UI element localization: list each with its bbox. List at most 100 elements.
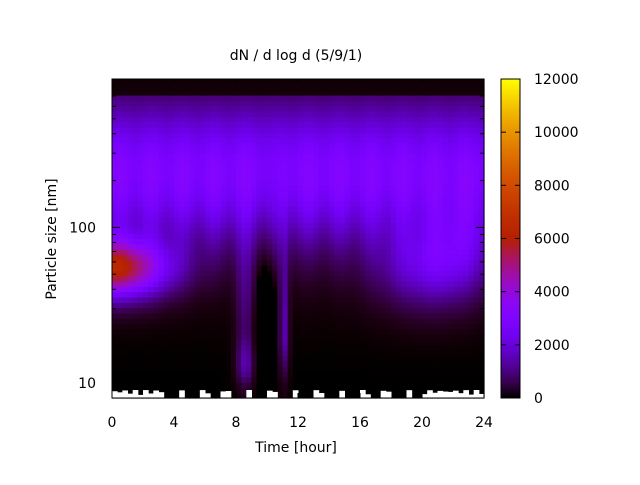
heatmap-cell [137,121,144,128]
heatmap-cell [261,281,268,287]
heatmap-cell [287,334,294,341]
heatmap-cell [442,126,449,133]
heatmap-cell [427,126,433,133]
heatmap-cell [163,84,170,91]
heatmap-cell [112,249,118,256]
heatmap-cell [261,89,268,96]
heatmap-cell [380,270,387,277]
heatmap-cell [473,217,480,224]
heatmap-cell [272,169,278,176]
heatmap-cell [468,291,475,298]
heatmap-cell [365,201,371,208]
heatmap-cell [184,153,191,160]
heatmap-cell [199,142,206,149]
heatmap-cell [437,121,444,128]
heatmap-cell [396,89,402,96]
heatmap-cell [236,164,242,170]
heatmap-cell [298,275,304,282]
heatmap-cell [272,254,278,261]
heatmap-cell [220,382,227,388]
heatmap-cell [463,382,470,388]
heatmap-cell [339,89,346,96]
heatmap-cell [406,281,413,287]
heatmap-cell [112,323,118,330]
heatmap-cell [391,201,397,208]
heatmap-cell [308,169,315,176]
heatmap-cell [230,254,237,261]
heatmap-cell [292,195,299,202]
heatmap-cell [127,259,134,266]
heatmap-cell [478,164,485,170]
heatmap-cell [163,249,170,256]
heatmap-cell [453,334,459,341]
heatmap-cell [463,174,470,181]
heatmap-cell [230,164,237,170]
heatmap-cell [453,312,459,319]
heatmap-cell [380,201,387,208]
heatmap-cell [174,137,180,144]
heatmap-cell [416,328,423,335]
heatmap-cell [478,132,485,139]
heatmap-cell [437,318,444,325]
heatmap-cell [396,355,402,362]
heatmap-cell [272,126,278,133]
heatmap-cell [272,233,278,240]
heatmap-cell [427,243,433,250]
heatmap-cell [137,174,144,181]
heatmap-cell [339,206,346,213]
heatmap-cell [189,222,196,229]
heatmap-cell [132,180,139,186]
heatmap-cell [282,328,289,335]
heatmap-cell [112,307,118,314]
heatmap-cell [396,174,402,181]
heatmap-cell [194,121,201,128]
heatmap-cell [458,121,464,128]
heatmap-cell [473,275,480,282]
heatmap-cell [220,302,227,309]
heatmap-cell [174,174,180,181]
missing-data-cell [143,390,149,398]
heatmap-cell [205,201,211,208]
heatmap-cell [241,110,247,117]
heatmap-cell [220,121,227,128]
heatmap-cell [416,94,423,101]
heatmap-cell [427,137,433,144]
heatmap-cell [473,334,480,341]
heatmap-cell [225,227,232,234]
heatmap-cell [148,339,154,346]
heatmap-cell [189,89,196,96]
heatmap-cell [365,238,371,245]
heatmap-cell [261,84,268,91]
heatmap-cell [225,84,232,91]
heatmap-cell [458,318,464,325]
heatmap-cell [179,371,185,378]
heatmap-cell [313,190,320,197]
heatmap-cell [194,148,201,155]
heatmap-cell [318,94,325,101]
heatmap-cell [127,195,134,202]
heatmap-cell [246,233,253,240]
heatmap-cell [380,344,387,351]
heatmap-cell [272,291,278,298]
heatmap-cell [241,392,247,399]
heatmap-cell [391,217,397,224]
heatmap-cell [148,307,154,314]
heatmap-cell [199,185,206,192]
heatmap-cell [179,382,185,388]
heatmap-cell [158,254,165,261]
heatmap-cell [246,164,253,170]
heatmap-cell [391,110,397,117]
heatmap-cell [313,249,320,256]
heatmap-cell [468,238,475,245]
heatmap-cell [184,94,191,101]
heatmap-cell [396,286,402,293]
heatmap-cell [132,217,139,224]
heatmap-cell [442,339,449,346]
heatmap-cell [463,84,470,91]
missing-data-cell [132,390,139,398]
heatmap-cell [256,142,263,149]
heatmap-cell [256,270,263,277]
heatmap-cell [143,211,149,218]
heatmap-cell [329,132,335,139]
heatmap-cell [153,153,160,160]
